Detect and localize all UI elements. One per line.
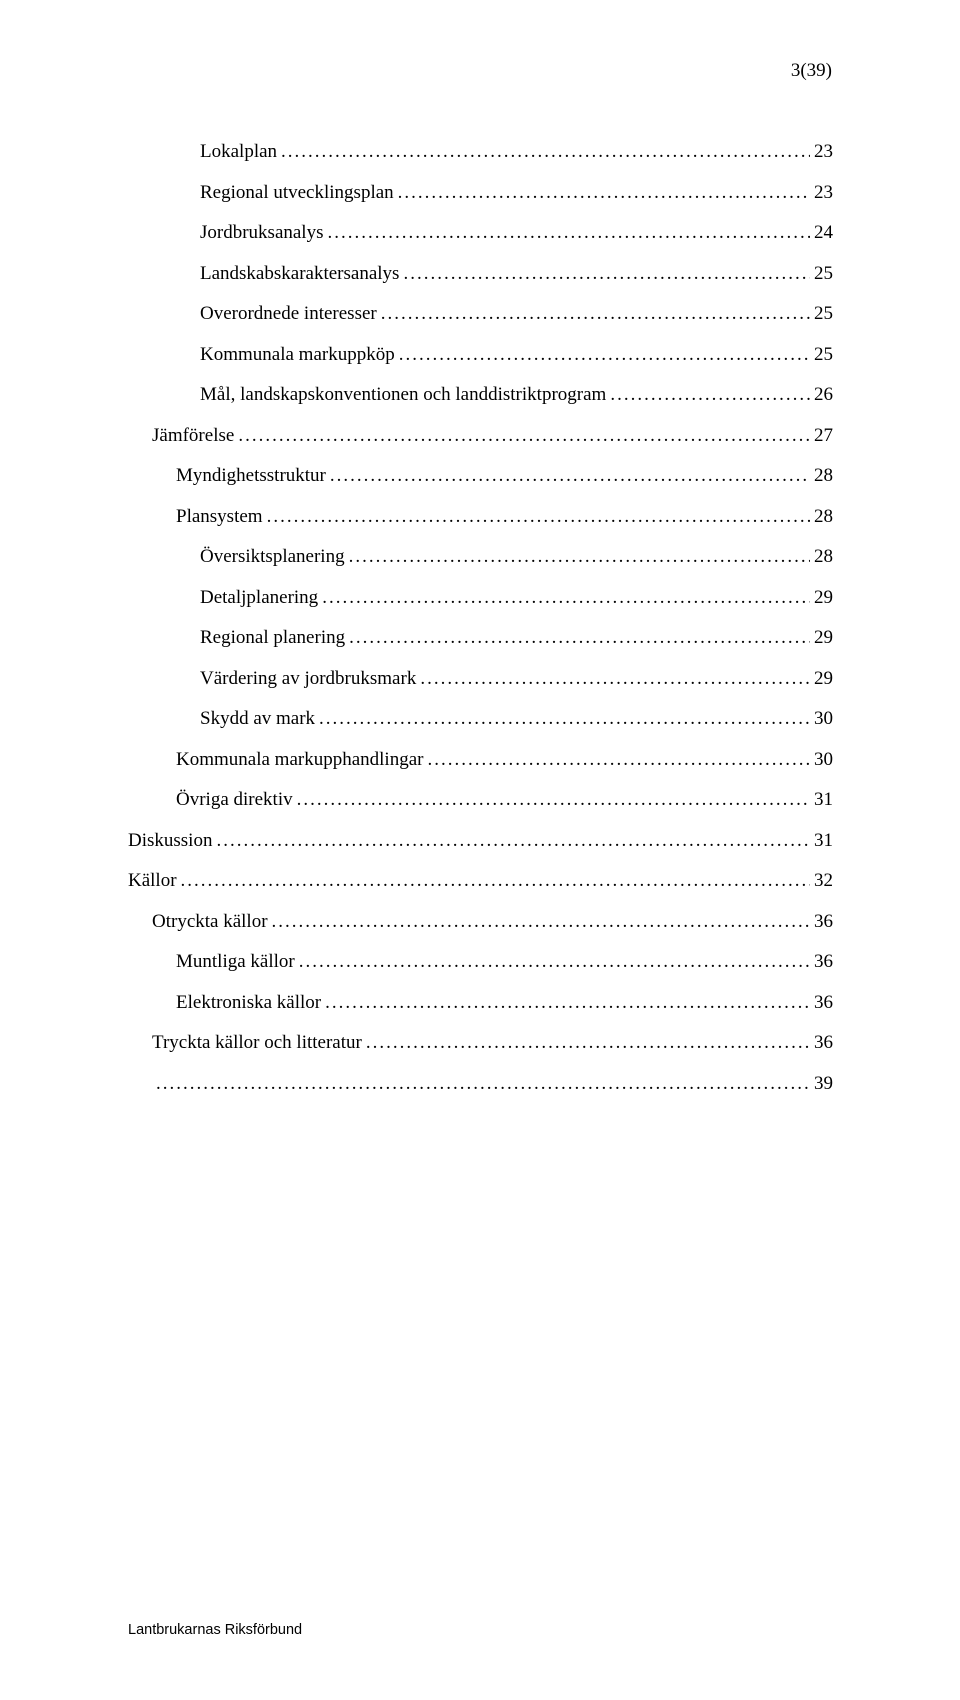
toc-entry-page: 29 [814,669,833,688]
toc-row: Plansystem 28 [128,507,833,526]
toc-row: Overordnede interesser 25 [128,304,833,323]
toc-entry-label: Jämförelse [152,426,234,445]
toc-entry-label: Regional planering [200,628,345,647]
toc-entry-page: 30 [814,709,833,728]
toc-row: Lokalplan 23 [128,142,833,161]
toc-row: Källor 32 [128,871,833,890]
toc-entry-page: 30 [814,750,833,769]
toc-entry-page: 28 [814,507,833,526]
toc-entry-page: 28 [814,547,833,566]
toc-row: Muntliga källor 36 [128,952,833,971]
toc-entry-label: Detaljplanering [200,588,318,607]
toc-row: Tryckta källor och litteratur 36 [128,1033,833,1052]
toc-entry-label: Muntliga källor [176,952,295,971]
toc-entry-page: 25 [814,264,833,283]
toc-row: Övriga direktiv 31 [128,790,833,809]
toc-leader [216,831,810,850]
toc-entry-label: Kommunala markupphandlingar [176,750,423,769]
toc-entry-label: Myndighetsstruktur [176,466,326,485]
toc-entry-page: 36 [814,993,833,1012]
toc-entry-label: Kommunala markuppköp [200,345,395,364]
toc-entry-page: 36 [814,952,833,971]
toc-leader [272,912,810,931]
toc-leader [398,183,810,202]
toc-entry-label: Jordbruksanalys [200,223,323,242]
toc-entry-label: Plansystem [176,507,263,526]
toc-entry-page: 36 [814,912,833,931]
toc-row: Värdering av jordbruksmark 29 [128,669,833,688]
footer-text: Lantbrukarnas Riksförbund [128,1622,302,1638]
toc-row: Regional utvecklingsplan 23 [128,183,833,202]
toc-entry-page: 26 [814,385,833,404]
toc-entry-label: Diskussion [128,831,212,850]
toc-leader [325,993,810,1012]
toc-entry-page: 32 [814,871,833,890]
toc-leader [267,507,810,526]
toc-leader [349,547,810,566]
toc-entry-label: Landskabskaraktersanalys [200,264,399,283]
toc-row: Kommunala markupphandlingar 30 [128,750,833,769]
toc-entry-label: Översiktsplanering [200,547,345,566]
toc-entry-page: 25 [814,304,833,323]
toc-leader [420,669,810,688]
toc-entry-label: Värdering av jordbruksmark [200,669,416,688]
toc-leader [238,426,810,445]
toc-row: Elektroniska källor 36 [128,993,833,1012]
toc-entry-label: Källor [128,871,177,890]
toc-entry-page: 29 [814,588,833,607]
toc-leader [366,1033,810,1052]
page-count: 3(39) [791,60,832,82]
toc-leader [299,952,810,971]
toc-row: Jämförelse 27 [128,426,833,445]
toc-row: 39 [128,1074,833,1093]
toc-entry-label: Tryckta källor och litteratur [152,1033,362,1052]
toc-entry-page: 24 [814,223,833,242]
table-of-contents: Lokalplan 23 Regional utvecklingsplan 23 Jor… [128,142,833,1114]
toc-leader [330,466,810,485]
toc-row: Landskabskaraktersanalys 25 [128,264,833,283]
toc-entry-page: 27 [814,426,833,445]
toc-row: Otryckta källor 36 [128,912,833,931]
toc-entry-page: 23 [814,183,833,202]
toc-row: Översiktsplanering 28 [128,547,833,566]
toc-leader [427,750,810,769]
toc-row: Detaljplanering 29 [128,588,833,607]
toc-leader [399,345,810,364]
toc-leader [322,588,810,607]
toc-row: Skydd av mark 30 [128,709,833,728]
toc-entry-label: Otryckta källor [152,912,268,931]
toc-entry-page: 28 [814,466,833,485]
toc-leader [297,790,810,809]
toc-entry-label: Regional utvecklingsplan [200,183,394,202]
toc-entry-label: Mål, landskapskonventionen och landdistr… [200,385,606,404]
toc-row: Kommunala markuppköp 25 [128,345,833,364]
toc-leader [381,304,810,323]
toc-leader [319,709,810,728]
toc-entry-label: Overordnede interesser [200,304,377,323]
toc-row: Myndighetsstruktur 28 [128,466,833,485]
toc-row: Diskussion 31 [128,831,833,850]
toc-leader [181,871,810,890]
toc-row: Jordbruksanalys 24 [128,223,833,242]
toc-entry-label: Lokalplan [200,142,277,161]
toc-leader [327,223,810,242]
toc-entry-page: 29 [814,628,833,647]
toc-leader [610,385,810,404]
toc-entry-label: Skydd av mark [200,709,315,728]
toc-row: Mål, landskapskonventionen och landdistr… [128,385,833,404]
toc-leader [403,264,810,283]
toc-entry-page: 36 [814,1033,833,1052]
toc-leader [156,1074,810,1093]
toc-entry-page: 39 [814,1074,833,1093]
toc-entry-page: 31 [814,790,833,809]
toc-entry-label: Övriga direktiv [176,790,293,809]
toc-entry-page: 31 [814,831,833,850]
toc-leader [281,142,810,161]
toc-entry-page: 23 [814,142,833,161]
toc-entry-label: Elektroniska källor [176,993,321,1012]
toc-entry-page: 25 [814,345,833,364]
toc-row: Regional planering 29 [128,628,833,647]
toc-leader [349,628,810,647]
